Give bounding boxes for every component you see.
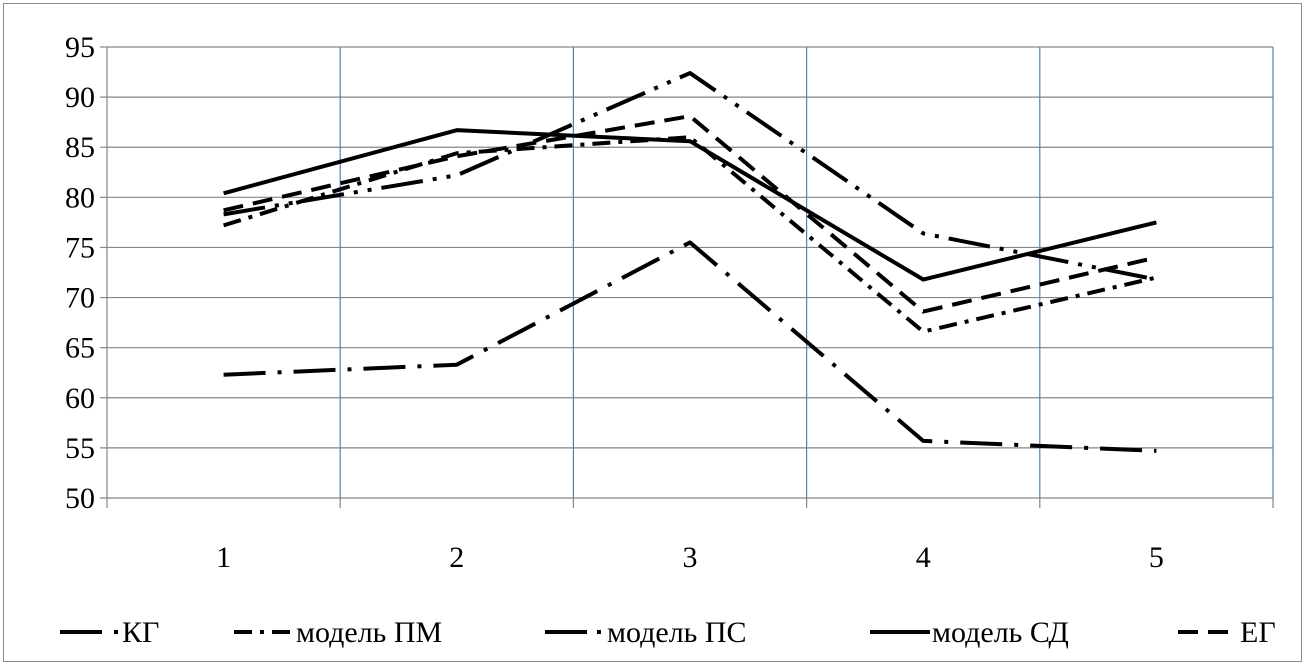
x-tick-label: 1 <box>216 541 231 574</box>
x-tick-label: 3 <box>683 541 698 574</box>
grid-layer <box>107 46 1274 499</box>
series-layer <box>223 71 1157 453</box>
y-tick-label: 50 <box>65 482 95 515</box>
axis-layer: 50 55 60 65 70 75 80 85 90 95 1 2 3 4 5 <box>65 31 1274 574</box>
legend-label-5: ЕГ <box>1240 616 1276 649</box>
x-tick-label: 4 <box>916 541 931 574</box>
legend-label-4: модель СД <box>932 616 1069 649</box>
y-tick-label: 95 <box>65 31 95 64</box>
series-line-3 <box>223 71 1157 282</box>
y-tick-label: 85 <box>65 131 95 164</box>
y-tick-label: 90 <box>65 81 95 114</box>
series-line-5 <box>223 114 1157 314</box>
y-tick-label: 55 <box>65 432 95 465</box>
series-line-1 <box>223 240 1157 453</box>
legend-label-1: КГ <box>122 616 159 649</box>
chart-frame <box>3 3 1302 662</box>
x-tick-label: 2 <box>449 541 464 574</box>
x-tick-label: 5 <box>1149 541 1164 574</box>
y-tick-label: 65 <box>65 332 95 365</box>
series-line-4 <box>223 128 1157 282</box>
y-tick-label: 75 <box>65 231 95 264</box>
y-tick-label: 80 <box>65 181 95 214</box>
series-line-2 <box>223 135 1157 334</box>
legend-label-2: модель ПМ <box>296 616 442 649</box>
y-tick-label: 60 <box>65 382 95 415</box>
y-tick-label: 70 <box>65 282 95 315</box>
legend: КГ модель ПМ модель ПС модель СД ЕГ <box>60 616 1276 649</box>
legend-label-3: модель ПС <box>607 616 747 649</box>
